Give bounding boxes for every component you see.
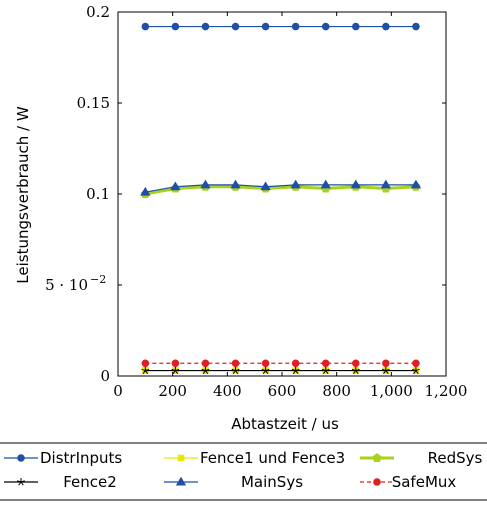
data-point-distrinputs <box>321 22 330 31</box>
data-point-distrinputs <box>382 22 390 31</box>
series-layer <box>140 22 422 375</box>
legend-label-safemux: SafeMux <box>392 473 457 491</box>
data-point-safemux <box>321 359 330 368</box>
data-point-mainsys <box>260 181 271 191</box>
legend-entry-fence2: Fence2 <box>4 473 117 491</box>
data-point-mainsys <box>320 179 331 189</box>
data-point-safemux <box>261 359 270 368</box>
data-point-fence2 <box>231 366 240 375</box>
legend-label-distrinputs: DistrInputs <box>40 449 122 467</box>
data-point-safemux <box>382 359 390 368</box>
y-tick-label: 0.15 <box>77 94 110 112</box>
series-safemux <box>141 359 420 368</box>
series-line-redsys <box>145 185 417 196</box>
legend-label-fence2: Fence2 <box>63 473 117 491</box>
x-tick-label: 0 <box>113 382 123 400</box>
data-point-safemux <box>291 359 300 368</box>
data-point-distrinputs <box>171 22 180 31</box>
x-tick-label: 800 <box>322 382 351 400</box>
data-point-fence2 <box>291 366 300 375</box>
data-point-fence2 <box>351 366 360 375</box>
data-point-mainsys <box>350 179 361 189</box>
series-fence2 <box>141 366 420 375</box>
data-point-fence2 <box>261 366 270 375</box>
data-point-mainsys <box>140 186 151 196</box>
data-point-fence2 <box>412 366 420 375</box>
legend-entry-fence1-und-fence3: Fence1 und Fence3 <box>164 449 345 467</box>
legend-entry-mainsys: MainSys <box>164 473 303 491</box>
data-point-safemux <box>412 359 420 368</box>
x-tick-label: 1,000 <box>370 382 413 400</box>
legend-entry-safemux: SafeMux <box>360 473 456 491</box>
legend-marker-distrinputs <box>17 454 25 462</box>
data-point-mainsys <box>410 179 422 189</box>
data-point-fence2 <box>171 366 180 375</box>
legend-label-fence1-und-fence3: Fence1 und Fence3 <box>200 449 345 467</box>
legend-entry-redsys: RedSys <box>360 449 483 467</box>
y-tick-label: 0.1 <box>86 185 110 203</box>
legend-label-mainsys: MainSys <box>241 473 303 491</box>
data-point-fence2 <box>141 366 150 375</box>
series-line-mainsys <box>145 184 416 193</box>
legend-label-redsys: RedSys <box>428 449 483 467</box>
data-point-distrinputs <box>291 22 300 31</box>
legend-entry-distrinputs: DistrInputs <box>4 449 122 467</box>
data-point-fence2 <box>321 366 330 375</box>
data-point-mainsys <box>200 179 211 189</box>
data-point-fence2 <box>201 366 210 375</box>
x-tick-label: 200 <box>158 382 187 400</box>
data-point-safemux <box>141 359 150 368</box>
series-mainsys <box>140 179 422 196</box>
y-axis-title: Leistungsverbrauch / W <box>14 106 32 284</box>
legend: DistrInputs Fence1 und Fence3 RedSys Fence2… <box>0 442 487 501</box>
data-point-mainsys <box>230 179 241 189</box>
data-point-safemux <box>231 359 240 368</box>
data-point-safemux <box>201 359 210 368</box>
data-point-mainsys <box>290 179 301 189</box>
data-point-distrinputs <box>231 22 240 31</box>
plot-frame <box>117 11 447 377</box>
data-point-mainsys <box>170 181 181 191</box>
ticks-layer: 0 200 400 600 800 1,000 1,200 0 5 · 10 −2 0.1 0.15 0… <box>45 3 467 400</box>
data-point-mainsys <box>380 179 392 189</box>
data-point-safemux <box>352 359 360 368</box>
data-point-distrinputs <box>412 22 420 31</box>
legend-marker-fence1-und-fence3 <box>177 454 185 462</box>
y-tick-label: 5 · 10 <box>45 276 88 294</box>
x-axis-title: Abtastzeit / us <box>231 415 339 433</box>
y-tick-exponent: −2 <box>90 273 106 286</box>
data-point-distrinputs <box>141 22 150 31</box>
data-point-distrinputs <box>261 22 270 31</box>
data-point-safemux <box>171 359 180 368</box>
legend-marker-safemux <box>373 478 381 486</box>
y-tick-label: 0 <box>100 367 110 385</box>
x-tick-label: 400 <box>213 382 242 400</box>
x-tick-label: 1,200 <box>425 382 468 400</box>
data-point-distrinputs <box>201 22 210 31</box>
data-point-fence2 <box>381 366 390 375</box>
legend-marker-mainsys <box>175 476 187 486</box>
y-tick-label: 0.2 <box>86 3 110 21</box>
legend-marker-redsys <box>372 453 382 462</box>
legend-marker-fence2 <box>17 478 25 486</box>
data-point-distrinputs <box>352 22 360 31</box>
series-distrinputs <box>141 22 420 31</box>
x-tick-label: 600 <box>268 382 297 400</box>
